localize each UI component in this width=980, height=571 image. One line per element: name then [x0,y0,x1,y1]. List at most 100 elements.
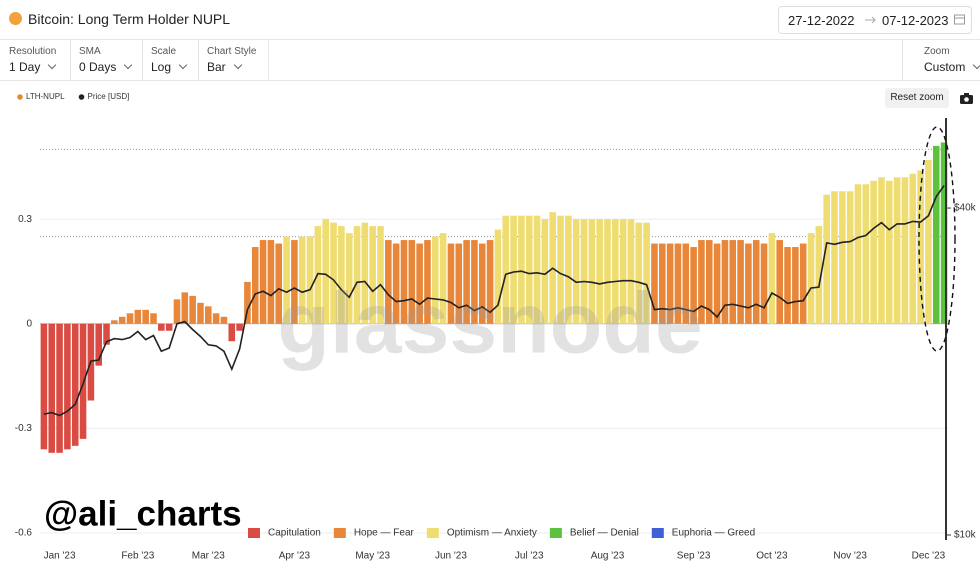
bar [588,219,596,324]
bar [471,240,478,324]
bar [95,323,102,366]
bar [275,243,283,324]
bar [635,222,643,324]
bar [807,233,815,324]
control-label: Resolution [9,46,57,57]
x-tick-label: Dec '23 [912,551,946,562]
date-to[interactable]: 07-12-2023 [882,13,949,28]
bar [361,222,369,324]
bar [267,240,275,324]
y2-tick-label: $40k [954,203,977,214]
zoom-control[interactable]: Zoom Custom [902,40,980,80]
x-tick-label: Nov '23 [833,551,867,562]
bar [666,243,674,324]
bar [369,226,376,324]
bar [165,323,173,331]
bar [392,243,400,324]
bar [596,219,603,324]
bar [870,180,877,324]
control-value[interactable]: Custom [924,60,980,74]
bar [768,233,776,324]
camera-icon[interactable] [960,93,973,104]
control[interactable]: Resolution 1 Day [0,40,71,80]
bar [784,247,791,324]
y-tick-label: 0 [26,318,32,329]
bar [831,191,838,324]
bar [940,142,948,324]
bar [698,240,705,324]
bar [439,233,447,324]
bar [572,219,580,324]
bar [291,240,298,324]
date-range[interactable]: 27-12-2022 07-12-2023 [778,6,972,34]
control[interactable]: SMA 0 Days [70,40,143,80]
control-label: Chart Style [207,46,257,57]
bar [580,219,588,324]
bar [298,236,306,324]
x-tick-label: Oct '23 [756,551,788,562]
bar [659,243,666,324]
bar [228,323,236,342]
control-value[interactable]: Bar [207,60,242,74]
control-value[interactable]: 1 Day [9,60,57,74]
legend-swatch [549,528,562,538]
bar [494,229,502,324]
date-from[interactable]: 27-12-2022 [788,13,855,28]
bar [142,309,149,324]
watermark: glassnode [277,276,702,372]
bar [760,243,768,324]
bar [118,316,126,324]
control-value[interactable]: 0 Days [79,60,133,74]
reset-zoom-button[interactable]: Reset zoom [885,88,949,108]
bar [197,302,204,324]
bar [721,240,729,324]
control-value-text: Bar [207,60,226,74]
bar [408,240,416,324]
bar [212,313,220,324]
legend-dot [78,94,85,100]
x-tick-label: Sep '23 [677,551,711,562]
bar [525,215,533,324]
bar [447,243,455,324]
bar [64,323,71,450]
bar [251,247,259,324]
x-tick-label: Mar '23 [192,551,225,562]
legend-label: Price [USD] [88,92,130,101]
bar [627,219,635,324]
y2-tick-label: $10k [954,530,977,541]
bar [737,240,744,324]
x-tick-label: Jan '23 [44,551,76,562]
bar [71,323,79,446]
bar [815,226,823,324]
bar [752,240,760,324]
calendar-icon[interactable] [954,13,965,25]
bar [338,226,345,324]
bar [455,243,463,324]
bar [682,243,690,324]
bar [353,226,361,324]
control[interactable]: Scale Log [142,40,199,80]
bar [839,191,846,324]
control-value[interactable]: Log [151,60,188,74]
legend-label: Euphoria — Greed [672,528,755,539]
y-tick-label: 0.3 [18,214,32,225]
bar [345,233,353,324]
bar [322,219,329,324]
x-tick-label: Apr '23 [279,551,311,562]
bar [126,313,134,324]
control[interactable]: Chart Style Bar [198,40,269,80]
bitcoin-icon [9,12,22,25]
bar [518,215,525,324]
bar [330,222,337,324]
control-value-text: 0 Days [79,60,117,74]
control-label: Scale [151,46,177,57]
x-tick-label: Jul '23 [515,551,544,562]
bar [306,236,314,324]
annotation: @ali_charts [44,494,242,533]
bar [463,240,470,324]
bar [651,243,658,324]
page-title: Bitcoin: Long Term Holder NUPL [28,11,231,27]
bar [150,313,157,324]
